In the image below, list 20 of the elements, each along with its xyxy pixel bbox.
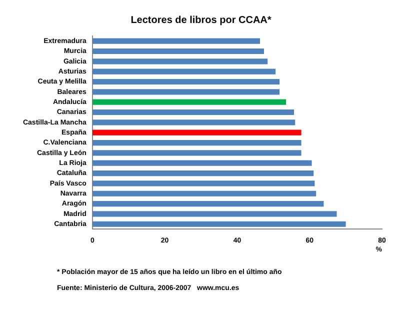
chart-title: Lectores de libros por CCAA* xyxy=(130,14,272,26)
bar xyxy=(92,140,302,146)
bar xyxy=(92,221,346,227)
bar xyxy=(92,190,316,196)
bar xyxy=(92,48,264,54)
bar xyxy=(92,89,280,95)
bar xyxy=(92,109,294,116)
bar xyxy=(92,211,337,217)
bar xyxy=(92,160,312,166)
bar xyxy=(92,170,314,176)
bar xyxy=(92,130,302,136)
bar xyxy=(92,180,315,186)
bar xyxy=(92,120,296,126)
bar xyxy=(92,200,324,207)
bar xyxy=(92,68,276,74)
bar xyxy=(92,78,280,85)
bar xyxy=(92,38,260,44)
bar xyxy=(92,150,302,156)
bar xyxy=(92,99,286,105)
bar xyxy=(92,58,268,64)
